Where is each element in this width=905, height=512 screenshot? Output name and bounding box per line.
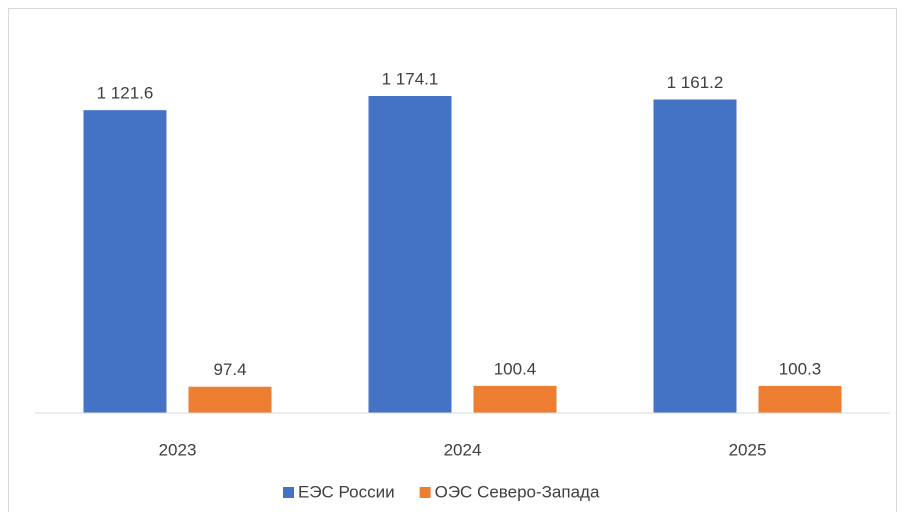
data-label: 1 174.1 (382, 69, 439, 88)
data-label: 1 161.2 (667, 73, 724, 92)
bar (188, 386, 272, 413)
bar (653, 99, 737, 413)
data-label: 100.3 (779, 359, 822, 378)
bar (473, 385, 557, 413)
legend-swatch (419, 487, 431, 498)
legend-label: ОЭС Северо-Запада (435, 482, 600, 501)
legend-swatch (283, 487, 294, 498)
data-label: 1 121.6 (97, 84, 154, 103)
bar (83, 110, 167, 413)
data-label: 100.4 (494, 359, 537, 378)
bar (368, 95, 452, 414)
data-label: 97.4 (213, 360, 246, 379)
x-tick-label: 2023 (159, 440, 197, 459)
x-tick-label: 2025 (729, 440, 767, 459)
x-tick-label: 2024 (444, 440, 482, 459)
bar (758, 385, 842, 413)
legend-label: ЕЭС России (298, 482, 395, 501)
